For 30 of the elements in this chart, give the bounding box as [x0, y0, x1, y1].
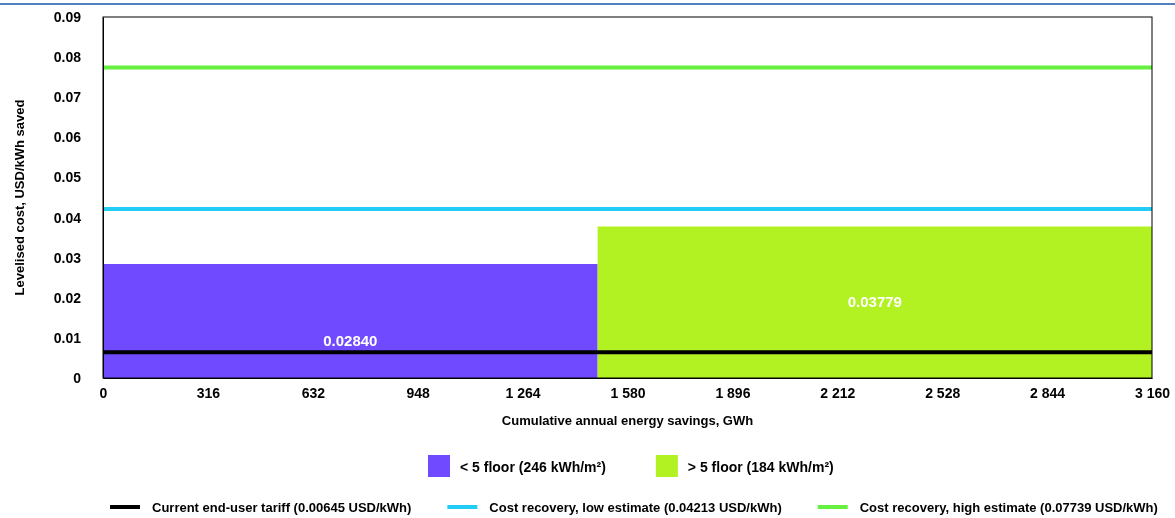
x-tick-label: 1 580	[610, 384, 646, 401]
legend-label: Cost recovery, low estimate (0.04213 USD/kWh)	[489, 500, 782, 515]
x-tick-label: 1 264	[505, 384, 541, 401]
y-tick-label: 0.08	[53, 49, 82, 66]
x-tick-label: 2 844	[1030, 384, 1066, 401]
y-tick-label: 0.05	[53, 169, 82, 186]
y-tick-label: 0.07	[53, 89, 82, 106]
x-tick-label: 3 160	[1134, 384, 1171, 401]
x-axis-title: Cumulative annual energy savings, GWh	[501, 413, 754, 428]
y-tick-label: 0	[73, 369, 82, 386]
x-tick-label: 2 212	[820, 384, 856, 401]
annotation: 0.03779	[847, 293, 902, 311]
y-axis-title: Levelised cost, USD/kWh saved	[12, 99, 27, 296]
y-tick-label: 0.03	[53, 249, 82, 266]
legend-label: Cost recovery, high estimate (0.07739 USD/kWh)	[859, 500, 1158, 515]
legend-label: > 5 floor (184 kWh/m²)	[687, 459, 834, 475]
x-tick-label: 316	[196, 384, 221, 401]
y-tick-label: 0.09	[53, 8, 82, 25]
y-tick-label: 0.04	[53, 209, 82, 226]
y-tick-label: 0.02	[53, 289, 82, 306]
y-tick-label: 0.01	[53, 329, 82, 346]
x-tick-label: 0	[99, 384, 108, 401]
annotation: 0.02840	[323, 332, 378, 350]
x-tick-label: 632	[301, 384, 326, 401]
x-tick-label: 2 528	[925, 384, 961, 401]
x-tick-label: 948	[406, 384, 431, 401]
legend-label: Current end-user tariff (0.00645 USD/kWh)	[152, 500, 412, 515]
y-tick-label: 0.06	[53, 129, 82, 146]
x-tick-label: 1 896	[715, 384, 751, 401]
legend-label: < 5 floor (246 kWh/m²)	[460, 459, 606, 475]
